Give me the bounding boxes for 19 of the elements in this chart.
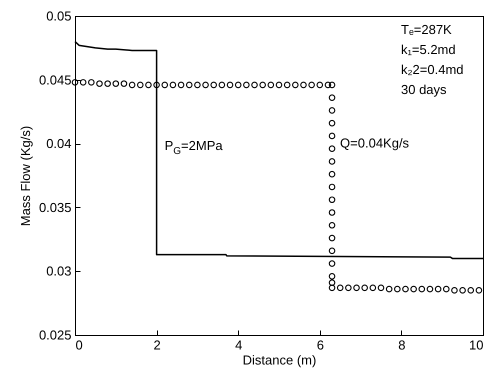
y-axis-title: Mass Flow (Kg/s) <box>18 126 33 226</box>
x-tick-label: 0 <box>76 338 83 352</box>
annotation: k₁=5.2md <box>401 42 456 57</box>
x-tick-label: 6 <box>316 338 324 352</box>
y-tick-label: 0.045 <box>38 72 72 88</box>
y-tick-label: 0.03 <box>46 264 72 279</box>
y-tick-label: 0.025 <box>38 328 72 342</box>
x-tick-label: 8 <box>398 338 406 352</box>
y-tick-label: 0.035 <box>38 200 72 215</box>
annotation: k₂2=0.4md <box>401 62 464 77</box>
y-tick-label: 0.05 <box>46 8 72 24</box>
annotation: Tₑ=287K <box>401 22 452 37</box>
y-tick-label: 0.04 <box>46 136 72 152</box>
x-tick-label: 4 <box>235 338 242 352</box>
annotation: 30 days <box>401 82 448 97</box>
x-axis-title: Distance (m) <box>242 352 316 368</box>
x-tick-label: 2 <box>153 338 161 352</box>
x-tick-label: 10 <box>469 338 484 352</box>
annotation: Q=0.04Kg/s <box>340 136 410 151</box>
